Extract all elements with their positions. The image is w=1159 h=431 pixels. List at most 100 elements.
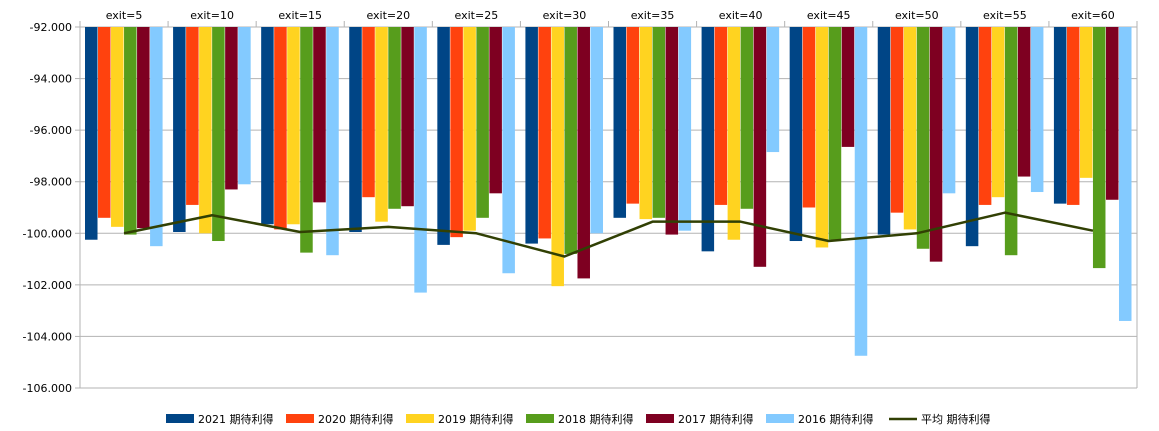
bar: [300, 27, 313, 253]
x-category-label: exit=5: [106, 9, 143, 22]
bar: [828, 27, 842, 240]
y-tick-label: -92.000: [30, 21, 72, 34]
bar: [740, 27, 754, 209]
bar: [212, 27, 225, 242]
bar: [124, 27, 137, 235]
bar: [199, 27, 212, 234]
bar: [1105, 27, 1119, 200]
bar: [802, 27, 816, 208]
bar: [111, 27, 124, 227]
bar: [414, 27, 427, 293]
bar: [978, 27, 992, 205]
bar: [313, 27, 326, 203]
bar: [577, 27, 590, 279]
legend-label: 2018 期待利得: [558, 412, 634, 426]
bar: [137, 27, 150, 229]
x-axis: exit=5 exit=10 exit=15 exit=20 exit=25 exit=3…: [79, 9, 1138, 27]
bar: [929, 27, 943, 262]
bar: [476, 27, 489, 218]
legend-swatch: [166, 414, 194, 423]
bar: [854, 27, 868, 356]
bar: [789, 27, 803, 242]
bar: [701, 27, 715, 252]
bar: [261, 27, 274, 225]
x-category-label: exit=20: [366, 9, 410, 22]
y-tick-label: -100.000: [23, 227, 72, 240]
legend-label: 2021 期待利得: [198, 412, 274, 426]
bar: [238, 27, 251, 185]
bar: [727, 27, 741, 240]
gridlines: [79, 26, 1138, 389]
legend-swatch: [766, 414, 794, 423]
bar: [1092, 27, 1106, 269]
x-category-label: exit=15: [278, 9, 322, 22]
bar: [916, 27, 930, 249]
bar: [665, 27, 679, 235]
bar: [1030, 27, 1044, 193]
bar: [564, 27, 577, 254]
legend-label: 平均 期待利得: [921, 412, 991, 426]
bar: [991, 27, 1005, 198]
average-line-path: [123, 211, 1094, 258]
x-category-label: exit=45: [807, 9, 851, 22]
legend-label: 2017 期待利得: [678, 412, 754, 426]
bar: [287, 27, 300, 225]
bar: [678, 27, 692, 231]
legend-swatch: [406, 414, 434, 423]
legend-label: 2016 期待利得: [798, 412, 874, 426]
x-category-label: exit=35: [631, 9, 675, 22]
bar: [639, 27, 653, 220]
y-axis: -92.000 -94.000 -96.000 -98.000 -100.000 -102…: [23, 21, 80, 395]
x-category-label: exit=40: [719, 9, 763, 22]
bar: [489, 27, 502, 194]
x-category-label: exit=55: [983, 9, 1027, 22]
bar: [965, 27, 979, 247]
bar: [274, 27, 287, 230]
bar: [375, 27, 388, 222]
bar: [1053, 27, 1067, 204]
bar: [502, 27, 515, 274]
x-category-label: exit=50: [895, 9, 939, 22]
x-category-label: exit=60: [1071, 9, 1115, 22]
legend-swatch: [526, 414, 554, 423]
y-tick-label: -94.000: [30, 73, 72, 86]
x-category-label: exit=30: [543, 9, 587, 22]
bar: [942, 27, 956, 194]
bar: [714, 27, 728, 205]
y-tick-label: -96.000: [30, 124, 72, 137]
bar: [388, 27, 401, 209]
bar: [1004, 27, 1018, 256]
bar: [349, 27, 362, 232]
bar: [463, 27, 476, 231]
bar: [551, 27, 564, 287]
average-line: [123, 211, 1094, 258]
legend-label: 2020 期待利得: [318, 412, 394, 426]
bar: [450, 27, 463, 238]
bar: [652, 27, 666, 218]
bar: [1066, 27, 1080, 205]
bar: [841, 27, 855, 147]
bar: [766, 27, 780, 153]
bar: [753, 27, 767, 267]
bar: [815, 27, 829, 248]
bar: [525, 27, 538, 244]
bar: [1017, 27, 1031, 177]
y-tick-label: -104.000: [23, 330, 72, 343]
bar: [186, 27, 199, 205]
legend-swatch: [646, 414, 674, 423]
bar: [362, 27, 375, 198]
y-tick-label: -102.000: [23, 279, 72, 292]
bar: [225, 27, 238, 190]
bar: [150, 27, 163, 247]
x-category-label: exit=10: [190, 9, 234, 22]
y-tick-label: -98.000: [30, 176, 72, 189]
bar: [626, 27, 640, 204]
legend-label: 2019 期待利得: [438, 412, 514, 426]
x-category-label: exit=25: [455, 9, 499, 22]
bars: [85, 27, 1132, 356]
bar: [1118, 27, 1132, 321]
bar: [613, 27, 627, 218]
bar: [437, 27, 450, 245]
bar: [401, 27, 414, 207]
